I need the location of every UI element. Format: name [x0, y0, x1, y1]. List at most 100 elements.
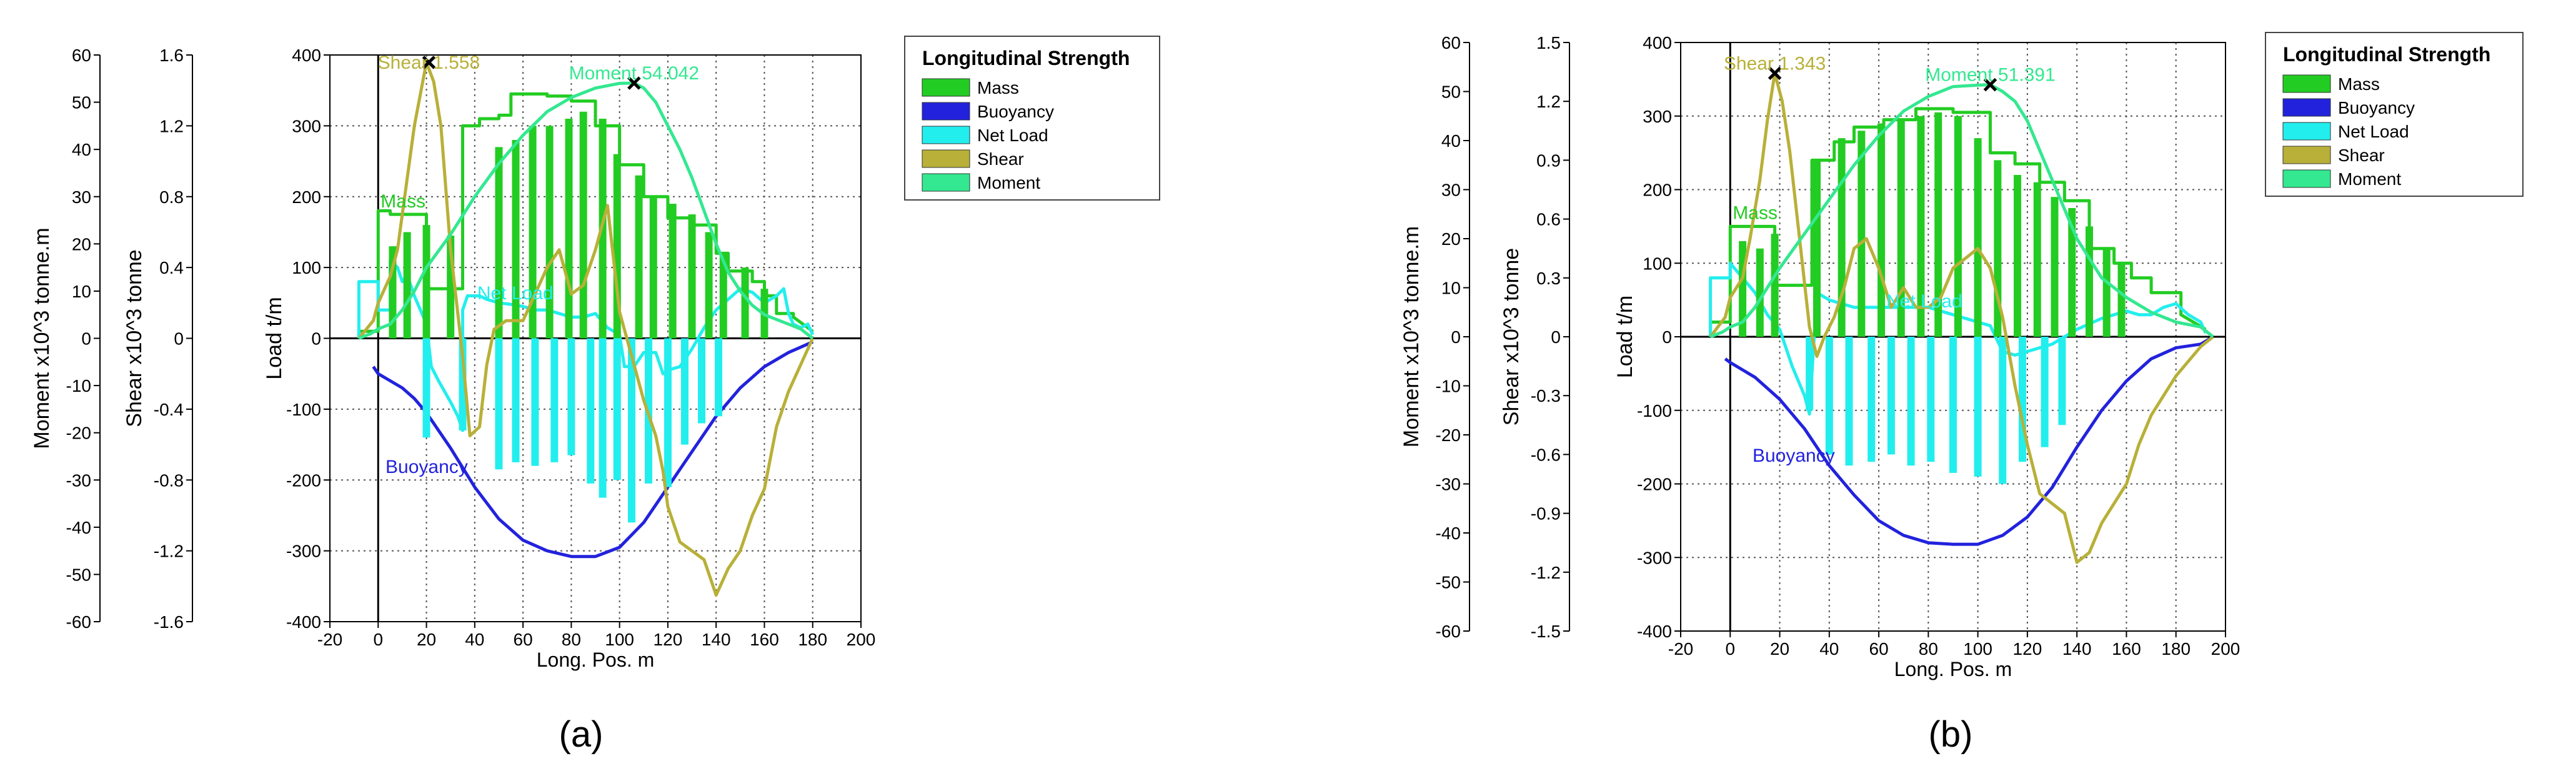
load-tick-label: 0	[1662, 327, 1672, 347]
peak-marker	[627, 76, 641, 90]
moment-tick-label: -30	[66, 470, 91, 490]
load-tick-label: -300	[286, 542, 321, 561]
moment-tick-label: -40	[1436, 524, 1461, 543]
shear-axis-label: Shear x10^3 tonne	[1499, 248, 1523, 425]
annotation-label: Shear 1.343	[1724, 53, 1826, 74]
shear-tick-label: 0	[174, 329, 184, 349]
peak-marker	[1768, 66, 1782, 81]
peak-marker	[1983, 77, 1997, 92]
x-tick-label: 200	[2211, 639, 2240, 659]
legend-swatch	[922, 78, 970, 97]
moment-tick-label: 20	[1441, 229, 1461, 249]
shear-line	[357, 61, 814, 597]
annotation-label: Moment 51.391	[1925, 65, 2055, 86]
annotation-label: Buoyancy	[385, 457, 468, 477]
legend-swatch	[922, 102, 970, 121]
legend-label: Net Load	[2338, 122, 2409, 141]
shear-tick-label: -1.5	[1531, 622, 1561, 641]
annotation-label: Shear 1.558	[378, 52, 480, 73]
load-tick-label: -400	[286, 612, 321, 632]
x-tick-label: 60	[514, 630, 533, 649]
series-group	[357, 61, 814, 597]
moment-tick-label: -30	[1436, 475, 1461, 494]
load-tick-label: 0	[311, 329, 321, 349]
legend-swatch	[2282, 146, 2331, 164]
moment-tick-label: 40	[1441, 131, 1461, 151]
moment-tick-label: -60	[66, 612, 91, 632]
moment-tick-label: 30	[1441, 181, 1461, 200]
annotation-label: Net Load	[1886, 291, 1962, 312]
legend-swatch	[2282, 122, 2331, 141]
x-tick-label: 140	[2062, 639, 2092, 659]
moment-tick-label: -40	[66, 518, 91, 537]
legend-label: Moment	[977, 173, 1040, 192]
load-tick-label: -100	[1637, 401, 1672, 420]
x-tick-label: 40	[1819, 639, 1839, 659]
annotation-label: Mass	[380, 191, 425, 212]
moment-tick-label: 0	[81, 329, 91, 349]
load-tick-label: -200	[1637, 475, 1672, 494]
legend-swatch	[922, 149, 970, 168]
moment-tick-label: 60	[1441, 33, 1461, 52]
moment-tick-label: -20	[66, 424, 91, 443]
load-tick-label: 200	[1643, 181, 1672, 200]
panel-caption: (a)	[559, 714, 604, 755]
load-tick-label: 100	[1643, 254, 1672, 273]
shear-tick-label: -0.3	[1531, 386, 1561, 405]
moment-axis: 60 50 40 30 20 10 0 -10 -20 -30 -40 -50 -60 Moment x1…	[30, 46, 101, 632]
annotation-label: Buoyancy	[1753, 445, 1835, 466]
shear-tick-label: 0.6	[1536, 210, 1561, 229]
load-axis: 400 300 200 100 0 -100 -200 -300 -400 Load t/m	[262, 46, 330, 632]
x-tick-label: 20	[417, 630, 436, 649]
shear-axis-label: Shear x10^3 tonne	[122, 249, 146, 427]
x-axis-label: Long. Pos. m	[1894, 658, 2012, 680]
load-tick-label: -200	[286, 470, 321, 490]
annotations: Shear 1.343 Moment 51.391 Mass Net Load Buoy…	[1724, 53, 2056, 466]
annotation-label: Moment 54.042	[569, 63, 699, 84]
shear-tick-label: -1.2	[154, 542, 184, 561]
load-tick-label: 400	[1643, 33, 1672, 52]
moment-tick-label: -10	[66, 376, 91, 395]
shear-tick-label: -1.2	[1531, 563, 1561, 582]
x-tick-label: -20	[1668, 639, 1693, 659]
annotation-label: Mass	[1733, 203, 1778, 224]
x-tick-label: 100	[1963, 639, 1992, 659]
x-tick-label: 0	[373, 630, 383, 649]
legend-label: Shear	[2338, 146, 2385, 165]
load-axis-label: Load t/m	[1613, 296, 1637, 378]
legend-title: Longitudinal Strength	[922, 47, 1130, 69]
buoyancy-line	[372, 340, 813, 559]
moment-tick-label: -60	[1436, 622, 1461, 641]
legend-swatch	[922, 126, 970, 144]
moment-tick-label: 50	[1441, 82, 1461, 102]
x-tick-label: 160	[2112, 639, 2141, 659]
shear-tick-label: 0	[1551, 327, 1561, 347]
buoyancy-line	[1724, 335, 2214, 546]
x-tick-label: 200	[847, 630, 876, 649]
moment-tick-label: 20	[72, 234, 91, 254]
x-tick-label: 80	[562, 630, 581, 649]
legend-label: Mass	[2338, 74, 2380, 94]
annotation-label: Net Load	[477, 283, 554, 304]
x-tick-label: 0	[1725, 639, 1735, 659]
x-axis-label: Long. Pos. m	[537, 649, 655, 671]
moment-tick-label: 10	[1441, 279, 1461, 298]
x-axis: -20 0 20 40 60 80 100 120 140 160 180 200 Long. Pos.…	[1668, 631, 2240, 680]
annotations: Shear 1.558 Moment 54.042 Mass Net Load Buoy…	[378, 52, 699, 477]
moment-line	[1709, 83, 2214, 339]
chart-panel-a: -20 0 20 40 60 80 100 120 140 160 180 200 Long. Pos.…	[0, 0, 1287, 781]
load-tick-label: -400	[1637, 622, 1672, 641]
load-tick-label: -300	[1637, 548, 1672, 567]
shear-tick-label: -0.9	[1531, 504, 1561, 524]
legend-label: Moment	[2338, 169, 2401, 189]
moment-axis-label: Moment x10^3 tonne.m	[30, 227, 54, 449]
moment-axis: 60 50 40 30 20 10 0 -10 -20 -30 -40 -50 -60 Moment x1…	[1400, 33, 1470, 641]
load-axis-label: Load t/m	[262, 297, 286, 379]
shear-tick-label: -1.6	[154, 612, 184, 632]
legend-swatch	[922, 173, 970, 192]
mass-line	[1709, 107, 2207, 337]
load-tick-label: 300	[1643, 107, 1672, 126]
load-tick-label: 400	[292, 46, 321, 65]
